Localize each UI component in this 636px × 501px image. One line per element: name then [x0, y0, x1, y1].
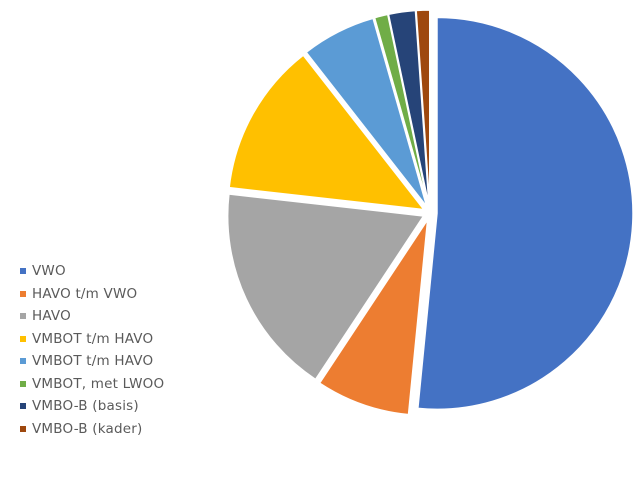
legend-item: VMBOT t/m HAVO	[20, 350, 240, 373]
legend-label: VMBOT, met LWOO	[32, 375, 165, 392]
legend-item: HAVO	[20, 305, 240, 328]
legend-label: HAVO	[32, 308, 71, 325]
legend-swatch	[20, 425, 26, 432]
legend-item: VMBO-B (basis)	[20, 395, 240, 418]
legend-swatch	[20, 380, 26, 387]
legend-swatch	[20, 290, 26, 297]
legend-swatch	[20, 335, 26, 342]
legend-item: HAVO t/m VWO	[20, 283, 240, 306]
legend-label: VMBOT t/m HAVO	[32, 330, 154, 347]
legend-label: VWO	[32, 263, 66, 280]
legend-item: VMBOT, met LWOO	[20, 373, 240, 396]
pie-slice	[415, 9, 431, 207]
legend-swatch	[20, 313, 26, 320]
legend-label: VMBO-B (kader)	[32, 420, 143, 437]
legend-label: VMBOT t/m HAVO	[32, 353, 154, 370]
legend-label: VMBO-B (basis)	[32, 398, 139, 415]
pie-slice	[305, 17, 428, 208]
legend-swatch	[20, 268, 26, 275]
legend-label: HAVO t/m VWO	[32, 285, 138, 302]
legend-item: VWO	[20, 260, 240, 283]
legend-item: VMBO-B (kader)	[20, 418, 240, 441]
chart-legend: VWO HAVO t/m VWO HAVO VMBOT t/m HAVO VMBOT t…	[20, 260, 240, 440]
legend-item: VMBOT t/m HAVO	[20, 328, 240, 351]
pie-slice	[226, 193, 425, 381]
pie-slice	[228, 54, 426, 211]
legend-swatch	[20, 403, 26, 410]
legend-swatch	[20, 358, 26, 365]
pie-slice	[417, 16, 634, 411]
pie-slice	[318, 219, 429, 416]
